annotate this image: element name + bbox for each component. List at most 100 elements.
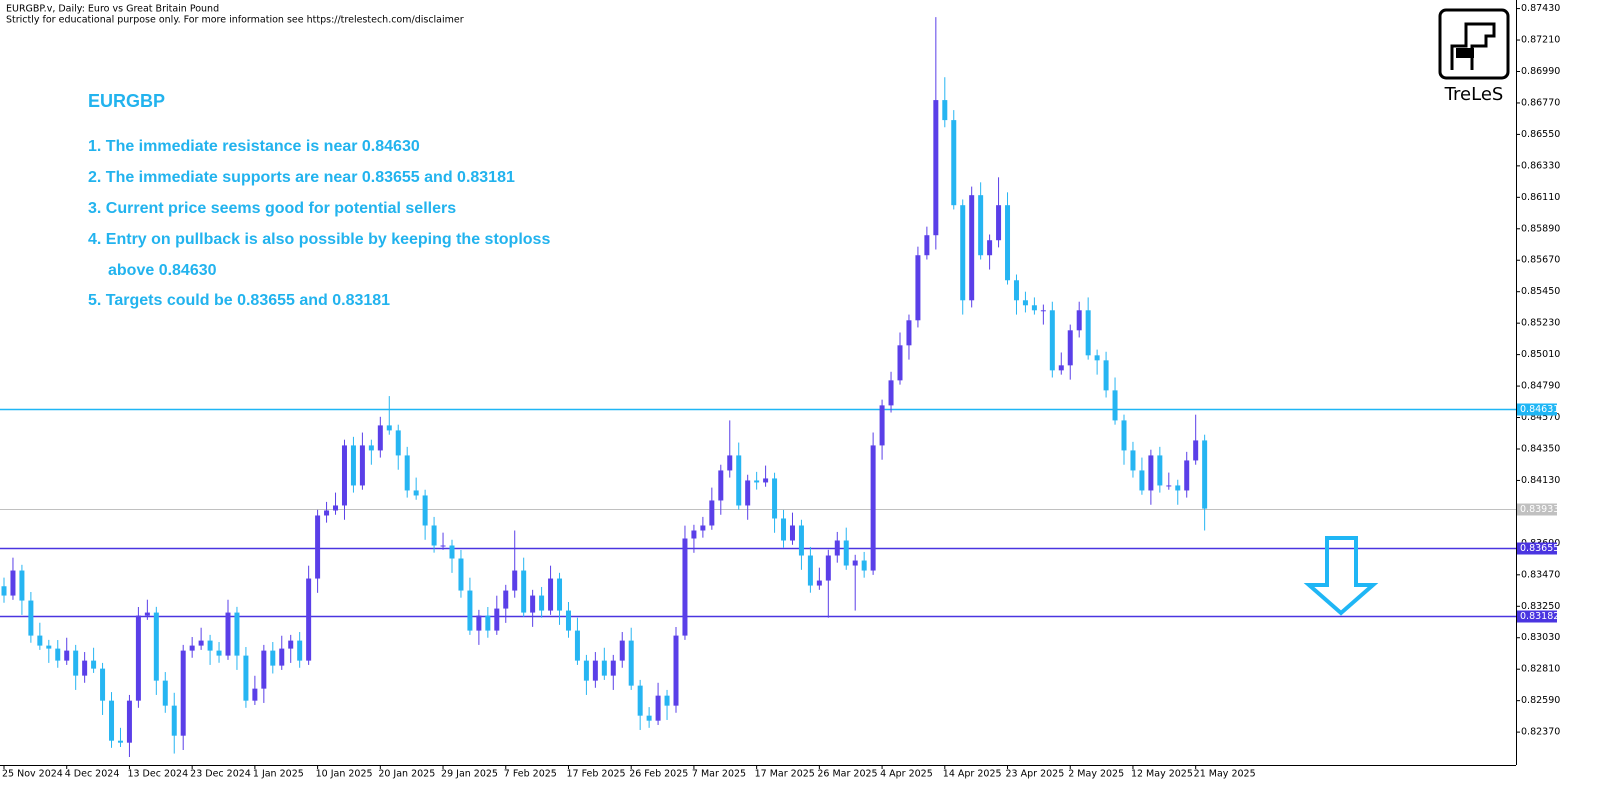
candle-body — [727, 455, 733, 471]
candle-body — [476, 615, 482, 631]
candle-body — [557, 578, 563, 611]
y-tick-label: 0.83470 — [1521, 569, 1560, 580]
candle-body — [1148, 455, 1154, 491]
candle-body — [135, 615, 141, 701]
y-tick-label: 0.85670 — [1521, 255, 1560, 266]
candle-body — [297, 640, 303, 661]
candle-body — [592, 660, 598, 681]
candle-body — [512, 570, 518, 591]
y-tick-label: 0.84570 — [1521, 412, 1560, 423]
candle-body — [198, 640, 204, 646]
candle-body — [861, 560, 867, 571]
candle-body — [1202, 440, 1208, 509]
candle-body — [368, 445, 374, 451]
level-label-box — [1517, 503, 1557, 516]
logo-mark — [1456, 48, 1474, 58]
candle-body — [1040, 310, 1046, 312]
candle-body — [261, 650, 267, 689]
candle-body — [1157, 455, 1163, 486]
x-tick-label: 25 Nov 2024 — [2, 769, 63, 780]
candle-body — [386, 425, 392, 431]
x-tick-label: 23 Dec 2024 — [190, 769, 251, 780]
candle-body — [655, 695, 661, 721]
x-tick-label: 4 Apr 2025 — [880, 769, 933, 780]
candle-body — [288, 640, 294, 649]
candle-body — [754, 480, 760, 483]
candle-body — [431, 525, 437, 546]
candle-body — [915, 255, 921, 321]
candle-body — [816, 580, 822, 586]
x-tick-label: 26 Feb 2025 — [629, 769, 688, 780]
candle-body — [736, 455, 742, 506]
candle-body — [1058, 365, 1064, 371]
candle-body — [1094, 355, 1100, 361]
y-tick-label: 0.86330 — [1521, 160, 1560, 171]
candle-body — [1175, 485, 1181, 491]
candle-body — [126, 700, 132, 743]
level-label: 0.83655 — [1520, 543, 1559, 554]
y-tick-label: 0.84350 — [1521, 443, 1560, 454]
header-line: Strictly for educational purpose only. F… — [6, 15, 464, 26]
candle-body — [117, 740, 123, 743]
candle-body — [700, 525, 706, 531]
candle-body — [574, 630, 580, 661]
level-label-box — [1517, 403, 1557, 416]
candle-body — [485, 615, 491, 631]
candle-body — [1112, 390, 1118, 421]
candle-body — [1022, 300, 1028, 306]
annotation: 2. The immediate supports are near 0.836… — [88, 169, 515, 186]
candle-body — [539, 595, 545, 611]
level-label: 0.84631 — [1520, 404, 1559, 415]
y-tick-label: 0.87430 — [1521, 3, 1560, 14]
candle-body — [413, 490, 419, 496]
candle-body — [807, 555, 813, 586]
candle-body — [189, 645, 195, 651]
x-tick-label: 29 Jan 2025 — [441, 769, 498, 780]
candle-body — [171, 705, 177, 736]
candle-body — [960, 205, 966, 301]
x-tick-label: 21 May 2025 — [1194, 769, 1256, 780]
x-tick-label: 13 Dec 2024 — [127, 769, 188, 780]
level-label-box — [1517, 610, 1557, 623]
y-tick-label: 0.84790 — [1521, 381, 1560, 392]
candle-body — [933, 100, 939, 236]
candle-body — [825, 555, 831, 581]
candle-body — [718, 470, 724, 501]
candle-body — [503, 590, 509, 609]
candle-body — [601, 660, 607, 676]
candle-body — [279, 648, 285, 666]
x-tick-label: 17 Mar 2025 — [755, 769, 815, 780]
candle-body — [216, 650, 222, 656]
candle-body — [73, 650, 79, 676]
header-line: EURGBP.v, Daily: Euro vs Great Britain P… — [6, 4, 219, 15]
candle-body — [180, 650, 186, 736]
candle-body — [646, 715, 652, 721]
candle-body — [1103, 360, 1109, 391]
candle-body — [359, 445, 365, 486]
candle-body — [530, 595, 536, 613]
candle-body — [565, 610, 571, 631]
x-tick-label: 17 Feb 2025 — [566, 769, 625, 780]
candle-body — [153, 612, 159, 681]
level-label: 0.83933 — [1520, 504, 1559, 515]
candle-body — [1031, 305, 1037, 311]
annotation: above 0.84630 — [108, 262, 217, 279]
candle-body — [422, 495, 428, 526]
y-tick-label: 0.85010 — [1521, 349, 1560, 360]
candle-body — [978, 195, 984, 256]
candle-body — [924, 235, 930, 256]
candle-body — [1049, 310, 1055, 371]
y-tick-label: 0.85230 — [1521, 318, 1560, 329]
candle-body — [144, 612, 150, 616]
candle-body — [781, 518, 787, 541]
candle-body — [969, 195, 975, 301]
candle-body — [243, 655, 249, 701]
candle-body — [610, 660, 616, 676]
level-label: 0.83182 — [1520, 611, 1559, 622]
candle-body — [324, 510, 330, 516]
candle-body — [350, 445, 356, 486]
candle-body — [834, 540, 840, 556]
candle-body — [91, 660, 97, 669]
level-label-box — [1517, 542, 1557, 555]
